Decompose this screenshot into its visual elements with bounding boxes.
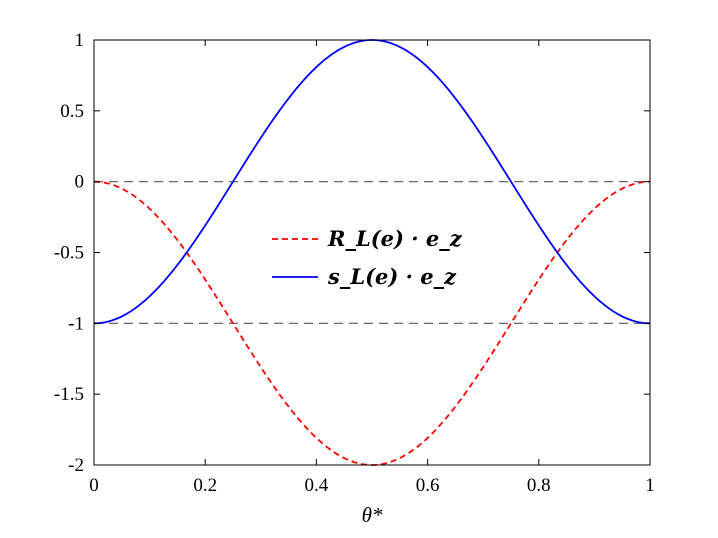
x-tick-label: 0.4 [305,475,329,496]
legend: R_L(e) · e_z s_L(e) · e_z [272,226,463,289]
y-tick-label: -2 [68,455,84,476]
y-tick-label: 0 [75,172,85,193]
x-axis-title: θ* [362,503,383,527]
y-tick-label: -1.5 [54,384,84,405]
x-tick-label: 0.2 [193,475,217,496]
y-tick-label: 1 [75,30,85,51]
legend-label-s-l: s_L(e) · e_z [327,264,457,289]
x-tick-label: 0.6 [416,475,440,496]
y-tick-label: 0.5 [60,101,84,122]
legend-label-r-l: R_L(e) · e_z [327,226,463,251]
axis-ticks: 0 0.2 0.4 0.6 0.8 1 -2 -1.5 -1 -0.5 0 0.5 1 [54,30,655,496]
y-tick-label: -1 [68,313,84,334]
y-tick-label: -0.5 [54,243,84,264]
x-tick-label: 0 [89,475,99,496]
x-tick-label: 1 [645,475,655,496]
x-tick-label: 0.8 [527,475,551,496]
